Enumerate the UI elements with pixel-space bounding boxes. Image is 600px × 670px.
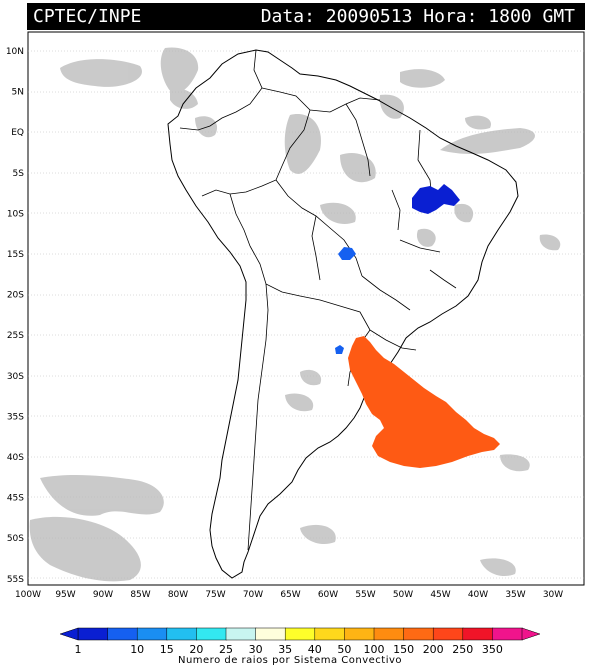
colorbar-tick-label: 1 bbox=[75, 643, 82, 656]
lon-tick-label: 55W bbox=[355, 590, 375, 600]
colorbar-min-arrow bbox=[59, 627, 79, 641]
colorbar-segment bbox=[492, 627, 523, 641]
lightning-cluster-brazil-central bbox=[338, 247, 356, 260]
colorbar-max-arrow bbox=[521, 627, 541, 641]
lat-tick-label: 30S bbox=[7, 372, 24, 382]
lat-tick-label: 45S bbox=[7, 494, 24, 504]
lon-tick-label: 40W bbox=[468, 590, 488, 600]
colorbar-tick-label: 20 bbox=[189, 643, 203, 656]
longitude-labels: 100W 95W 90W 85W 80W 75W 70W 65W 60W 55W 50W 45W 40W… bbox=[15, 590, 563, 600]
lat-tick-label: 50S bbox=[7, 534, 24, 544]
colorbar-segment bbox=[107, 627, 138, 641]
lightning-cluster-brazil-northeast bbox=[412, 184, 460, 214]
lat-tick-label: 15S bbox=[7, 250, 24, 260]
colorbar-tick-label: 200 bbox=[423, 643, 444, 656]
lat-tick-label: EQ bbox=[11, 128, 24, 138]
lon-tick-label: 100W bbox=[15, 590, 41, 600]
colorbar-tick-label: 25 bbox=[219, 643, 233, 656]
lon-tick-label: 95W bbox=[55, 590, 75, 600]
lat-tick-label: 10S bbox=[7, 209, 24, 219]
lon-tick-label: 60W bbox=[318, 590, 338, 600]
lightning-cluster-south-atlantic bbox=[348, 336, 500, 468]
lon-tick-label: 50W bbox=[393, 590, 413, 600]
lat-tick-label: 5N bbox=[12, 88, 24, 98]
colorbar-tick-label: 50 bbox=[337, 643, 351, 656]
colorbar-tick-label: 35 bbox=[278, 643, 292, 656]
map-header: CPTEC/INPE Data: 20090513 Hora: 1800 GMT bbox=[27, 3, 585, 30]
colorbar-tick-label: 40 bbox=[308, 643, 322, 656]
colorbar-tick-label: 30 bbox=[249, 643, 263, 656]
colorbar-tick-label: 10 bbox=[130, 643, 144, 656]
source-label: CPTEC/INPE bbox=[33, 6, 142, 27]
lat-tick-label: 20S bbox=[7, 291, 24, 301]
lat-tick-label: 25S bbox=[7, 331, 24, 341]
lat-tick-label: 10N bbox=[6, 47, 24, 57]
lon-tick-label: 70W bbox=[243, 590, 263, 600]
colorbar-segment bbox=[344, 627, 375, 641]
colorbar-segment bbox=[166, 627, 198, 641]
colorbar-segment bbox=[284, 627, 316, 641]
latitude-labels: 10N 5N EQ 5S 10S 15S 20S 25S 30S 35S 40S 45S 50S 55S bbox=[6, 47, 24, 585]
colorbar bbox=[59, 627, 541, 641]
colorbar-segment bbox=[255, 627, 286, 641]
colorbar-segment bbox=[403, 627, 434, 641]
lon-tick-label: 80W bbox=[168, 590, 188, 600]
lon-tick-label: 45W bbox=[430, 590, 450, 600]
lightning-cluster-paraguay bbox=[335, 345, 344, 354]
colorbar-segment bbox=[136, 627, 168, 641]
datetime-label: Data: 20090513 Hora: 1800 GMT bbox=[260, 6, 575, 27]
colorbar-segment bbox=[196, 627, 227, 641]
lon-tick-label: 90W bbox=[93, 590, 113, 600]
colorbar-segment bbox=[225, 627, 257, 641]
colorbar-segment bbox=[77, 627, 109, 641]
colorbar-tick-label: 350 bbox=[482, 643, 503, 656]
lat-tick-label: 5S bbox=[13, 169, 25, 179]
coastline bbox=[167, 49, 519, 579]
colorbar-tick-label: 15 bbox=[160, 643, 174, 656]
colorbar-segment bbox=[373, 627, 405, 641]
lat-tick-label: 40S bbox=[7, 453, 24, 463]
colorbar-segment bbox=[462, 627, 494, 641]
lon-tick-label: 85W bbox=[130, 590, 150, 600]
colorbar-tick-label: 250 bbox=[452, 643, 473, 656]
colorbar-tick-label: 150 bbox=[393, 643, 414, 656]
lon-tick-label: 35W bbox=[505, 590, 525, 600]
lat-tick-label: 55S bbox=[7, 575, 24, 585]
colorbar-segment bbox=[314, 627, 346, 641]
colorbar-tick-label: 100 bbox=[364, 643, 385, 656]
lon-tick-label: 65W bbox=[280, 590, 300, 600]
lon-tick-label: 30W bbox=[543, 590, 563, 600]
lon-tick-label: 75W bbox=[205, 590, 225, 600]
lat-tick-label: 35S bbox=[7, 412, 24, 422]
colorbar-segment bbox=[432, 627, 464, 641]
colorbar-title: Numero de raios por Sistema Convectivo bbox=[178, 655, 402, 666]
colorbar-labels: 1 10 15 20 25 30 35 40 50 100 150 200 250 350 bbox=[75, 643, 503, 656]
